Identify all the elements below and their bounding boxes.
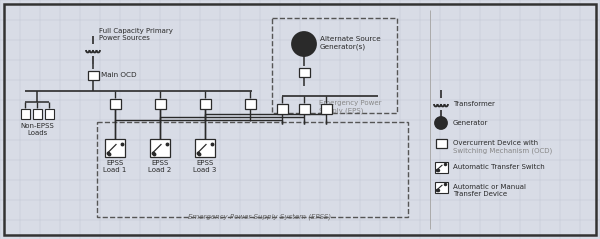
Text: Generator: Generator [453, 120, 488, 126]
Text: Emergency Power
Supply (EPS): Emergency Power Supply (EPS) [319, 100, 382, 114]
Bar [299, 104, 310, 114]
Text: EPSS
Load 3: EPSS Load 3 [193, 160, 217, 173]
Bar [88, 71, 98, 80]
Bar [436, 138, 446, 147]
Text: Emergency Power Supply System (EPSS): Emergency Power Supply System (EPSS) [188, 213, 332, 220]
Bar [44, 109, 53, 119]
Bar [20, 109, 29, 119]
Text: Automatic or Manual: Automatic or Manual [453, 184, 526, 190]
Circle shape [292, 32, 316, 56]
Circle shape [435, 117, 447, 129]
Text: EPSS
Load 1: EPSS Load 1 [103, 160, 127, 173]
Bar [32, 109, 41, 119]
Bar [97, 122, 408, 217]
Text: EPSS
Load 2: EPSS Load 2 [148, 160, 172, 173]
Text: Full Capacity Primary
Power Sources: Full Capacity Primary Power Sources [99, 28, 173, 41]
Bar [434, 162, 448, 173]
Bar [320, 104, 331, 114]
Bar [245, 99, 256, 109]
Text: Overcurrent Device with: Overcurrent Device with [453, 140, 538, 146]
Text: Non-EPSS
Loads: Non-EPSS Loads [20, 123, 54, 136]
Text: Main OCD: Main OCD [101, 72, 137, 78]
Bar [195, 139, 215, 157]
Bar [277, 104, 287, 114]
Text: Transformer: Transformer [453, 101, 495, 107]
Bar [155, 99, 166, 109]
Text: G: G [299, 39, 309, 50]
Bar [434, 181, 448, 192]
Text: Switching Mechanism (OCD): Switching Mechanism (OCD) [453, 147, 552, 153]
Bar [105, 139, 125, 157]
Bar [272, 18, 397, 113]
Text: Automatic Transfer Switch: Automatic Transfer Switch [453, 164, 545, 170]
Text: G: G [436, 118, 446, 129]
Bar [299, 67, 310, 76]
Bar [199, 99, 211, 109]
Text: Transfer Device: Transfer Device [453, 191, 507, 197]
Text: Alternate Source
Generator(s): Alternate Source Generator(s) [320, 36, 381, 49]
Bar [110, 99, 121, 109]
Bar [150, 139, 170, 157]
